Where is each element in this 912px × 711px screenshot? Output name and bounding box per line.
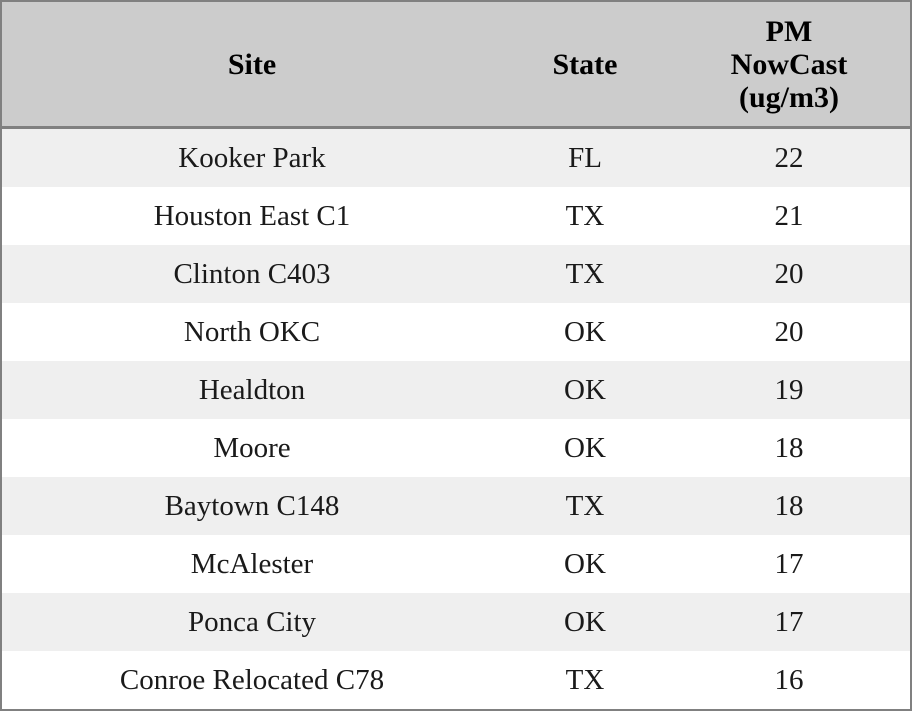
cell-site: McAlester xyxy=(2,535,502,593)
cell-state: TX xyxy=(502,187,668,245)
column-header-pm-nowcast-line3: (ug/m3) xyxy=(739,80,839,114)
column-header-state: State xyxy=(502,2,668,129)
cell-state: OK xyxy=(502,303,668,361)
cell-state: OK xyxy=(502,361,668,419)
column-header-state-label: State xyxy=(552,47,618,81)
column-header-pm-nowcast-line1: PM xyxy=(765,14,813,48)
cell-site: Kooker Park xyxy=(2,127,502,187)
cell-state: OK xyxy=(502,419,668,477)
column-header-pm-nowcast-line2: NowCast xyxy=(730,47,848,81)
table-row: North OKC OK 20 xyxy=(2,303,910,361)
cell-site: Ponca City xyxy=(2,593,502,651)
table-row: Moore OK 18 xyxy=(2,419,910,477)
table-header: Site State PM NowCast (ug/m3) xyxy=(2,2,910,129)
table-row: Healdton OK 19 xyxy=(2,361,910,419)
table-row: Kooker Park FL 22 xyxy=(2,127,910,187)
cell-state: OK xyxy=(502,535,668,593)
cell-state: TX xyxy=(502,245,668,303)
column-header-site-label: Site xyxy=(227,47,277,81)
cell-site: Baytown C148 xyxy=(2,477,502,535)
cell-site: North OKC xyxy=(2,303,502,361)
column-header-pm-nowcast: PM NowCast (ug/m3) xyxy=(668,2,910,129)
cell-value: 20 xyxy=(668,303,910,361)
cell-value: 21 xyxy=(668,187,910,245)
table-row: Conroe Relocated C78 TX 16 xyxy=(2,651,910,709)
table-row: Houston East C1 TX 21 xyxy=(2,187,910,245)
cell-value: 18 xyxy=(668,419,910,477)
cell-site: Clinton C403 xyxy=(2,245,502,303)
cell-site: Healdton xyxy=(2,361,502,419)
cell-value: 18 xyxy=(668,477,910,535)
table-row: McAlester OK 17 xyxy=(2,535,910,593)
cell-value: 17 xyxy=(668,593,910,651)
cell-state: TX xyxy=(502,651,668,709)
table-header-row: Site State PM NowCast (ug/m3) xyxy=(2,2,910,129)
column-header-site: Site xyxy=(2,2,502,129)
cell-site: Conroe Relocated C78 xyxy=(2,651,502,709)
cell-state: FL xyxy=(502,127,668,187)
table-row: Clinton C403 TX 20 xyxy=(2,245,910,303)
table-body: Kooker Park FL 22 Houston East C1 TX 21 Clinto… xyxy=(2,127,910,709)
cell-value: 16 xyxy=(668,651,910,709)
cell-value: 20 xyxy=(668,245,910,303)
cell-value: 17 xyxy=(668,535,910,593)
cell-value: 19 xyxy=(668,361,910,419)
table-row: Baytown C148 TX 18 xyxy=(2,477,910,535)
cell-value: 22 xyxy=(668,127,910,187)
cell-site: Moore xyxy=(2,419,502,477)
cell-site: Houston East C1 xyxy=(2,187,502,245)
table-row: Ponca City OK 17 xyxy=(2,593,910,651)
cell-state: TX xyxy=(502,477,668,535)
cell-state: OK xyxy=(502,593,668,651)
